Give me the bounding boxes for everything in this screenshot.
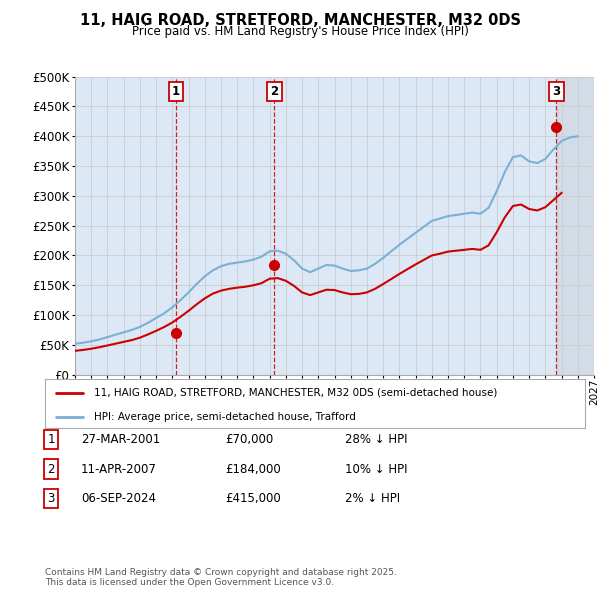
Text: 1: 1 (47, 433, 55, 446)
Text: £184,000: £184,000 (225, 463, 281, 476)
Text: 3: 3 (47, 492, 55, 505)
Text: 28% ↓ HPI: 28% ↓ HPI (345, 433, 407, 446)
Text: 2: 2 (270, 85, 278, 98)
Text: 11, HAIG ROAD, STRETFORD, MANCHESTER, M32 0DS: 11, HAIG ROAD, STRETFORD, MANCHESTER, M3… (79, 13, 521, 28)
Text: HPI: Average price, semi-detached house, Trafford: HPI: Average price, semi-detached house,… (94, 412, 355, 422)
Text: 2: 2 (47, 463, 55, 476)
Text: 06-SEP-2024: 06-SEP-2024 (81, 492, 156, 505)
Text: 11, HAIG ROAD, STRETFORD, MANCHESTER, M32 0DS (semi-detached house): 11, HAIG ROAD, STRETFORD, MANCHESTER, M3… (94, 388, 497, 398)
Text: £415,000: £415,000 (225, 492, 281, 505)
Text: 10% ↓ HPI: 10% ↓ HPI (345, 463, 407, 476)
Text: Contains HM Land Registry data © Crown copyright and database right 2025.
This d: Contains HM Land Registry data © Crown c… (45, 568, 397, 587)
Text: 2% ↓ HPI: 2% ↓ HPI (345, 492, 400, 505)
Text: 11-APR-2007: 11-APR-2007 (81, 463, 157, 476)
Text: £70,000: £70,000 (225, 433, 273, 446)
Text: 27-MAR-2001: 27-MAR-2001 (81, 433, 160, 446)
Bar (557, 77, 594, 375)
Text: Price paid vs. HM Land Registry's House Price Index (HPI): Price paid vs. HM Land Registry's House … (131, 25, 469, 38)
Text: 3: 3 (553, 85, 560, 98)
Text: 1: 1 (172, 85, 180, 98)
